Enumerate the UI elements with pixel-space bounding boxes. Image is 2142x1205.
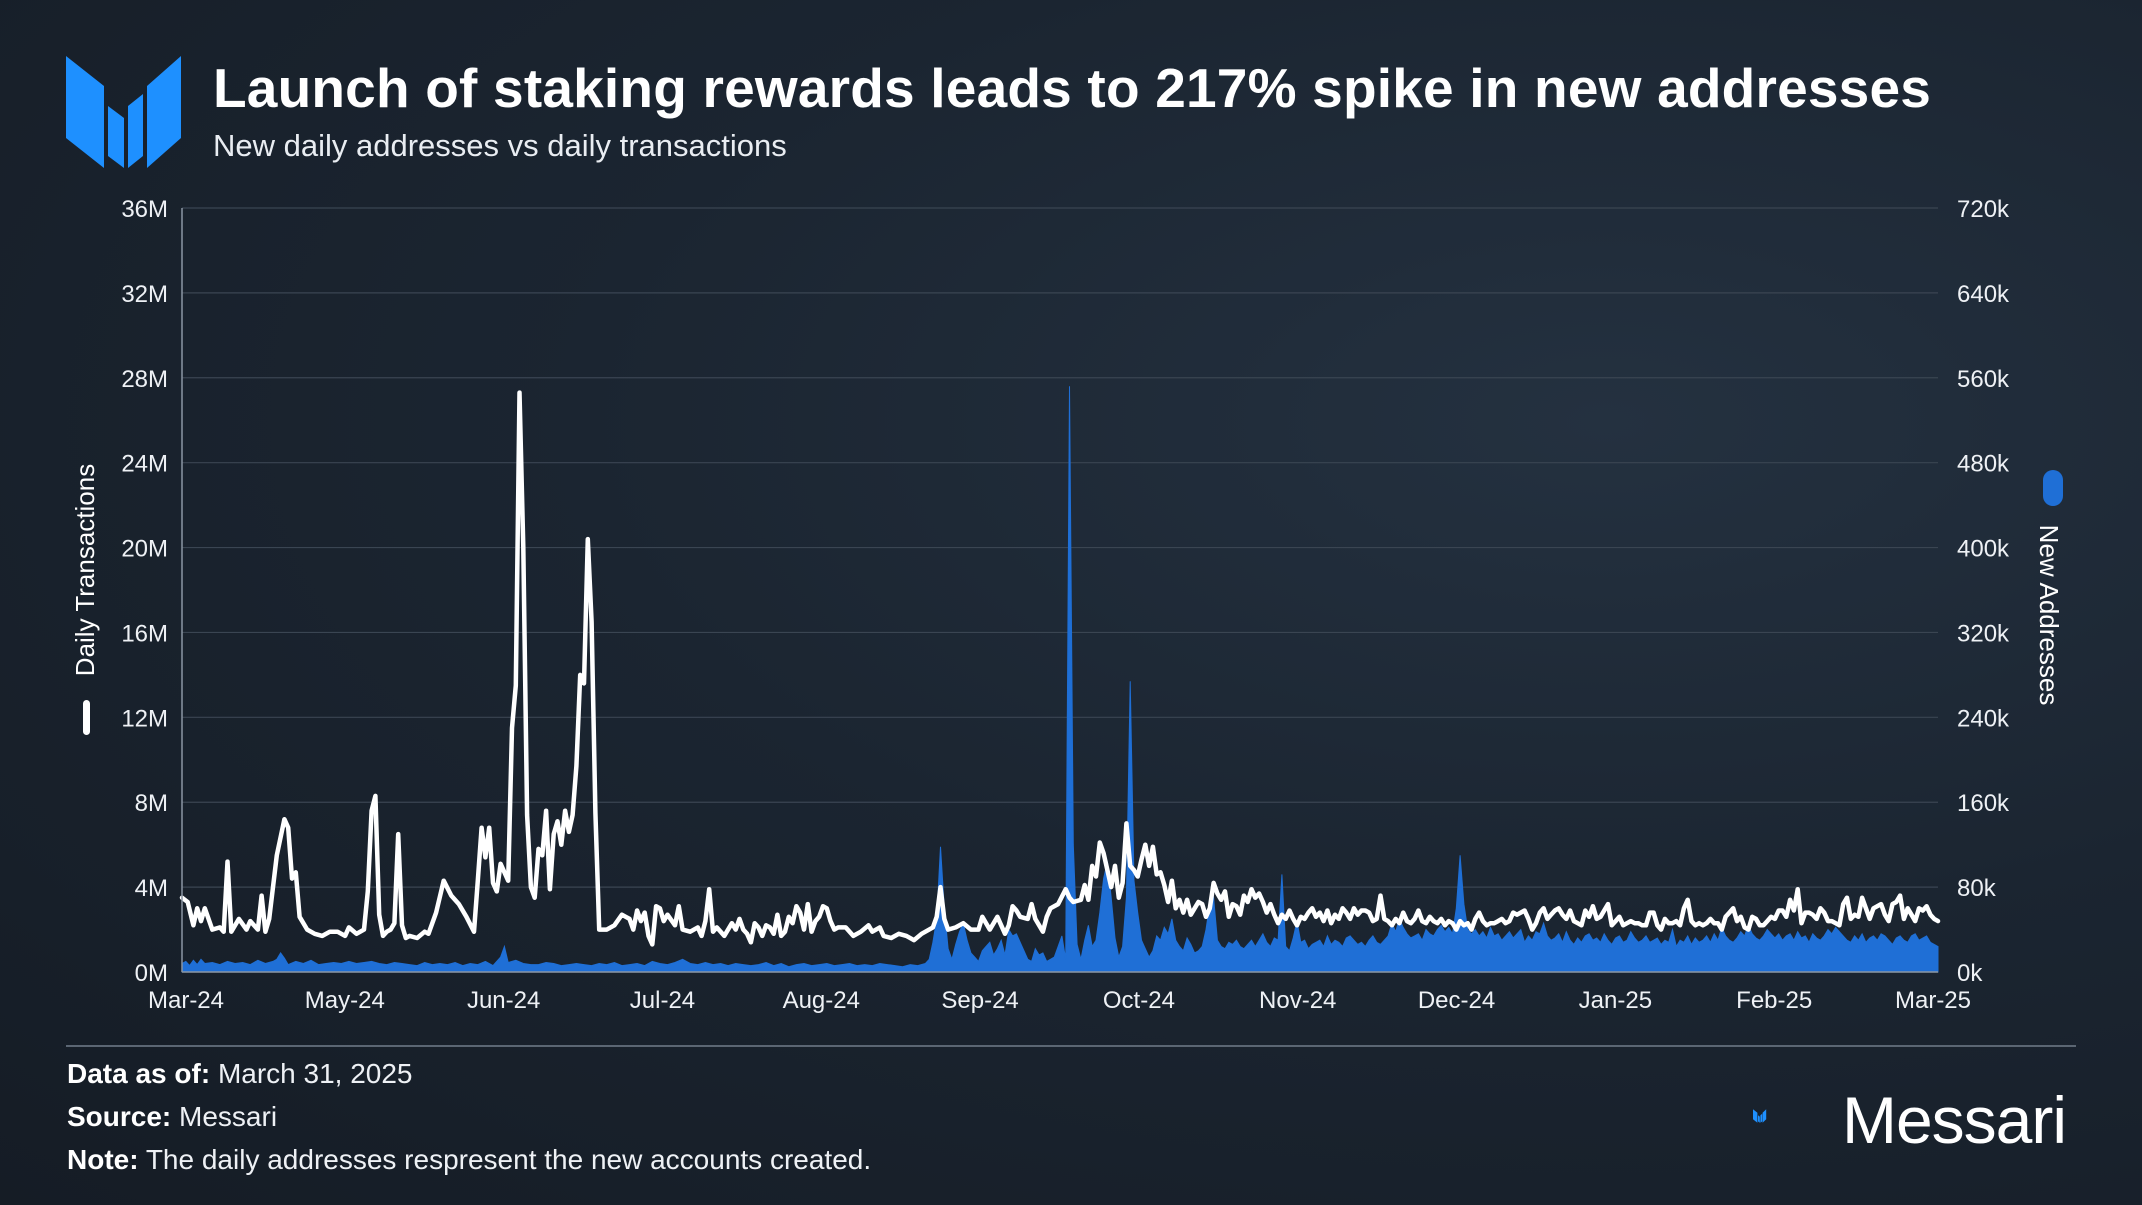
x-tick-label: Nov-24 bbox=[1259, 987, 1336, 1014]
grid-lines bbox=[182, 207, 1938, 973]
x-tick-label: Jan-25 bbox=[1579, 987, 1652, 1014]
y-right-tick-label: 240k bbox=[1957, 705, 2010, 732]
x-tick-label: Mar-25 bbox=[1895, 987, 1971, 1014]
daily-transactions-line bbox=[179, 390, 1941, 947]
y-left-tick-label: 12M bbox=[121, 705, 168, 732]
y-left-tick-label: 16M bbox=[121, 620, 168, 647]
x-ticks: Mar-24 May-24 Jun-24 Jul-24 Aug-24 Sep-24 Oct-… bbox=[148, 987, 1971, 1014]
source-label: Source: bbox=[67, 1101, 172, 1132]
y-right-tick-label: 320k bbox=[1957, 620, 2010, 647]
x-tick-label: Oct-24 bbox=[1103, 987, 1175, 1014]
y-left-axis-title: Daily Transactions bbox=[70, 464, 100, 676]
y-right-axis-title: New Addresses bbox=[2034, 525, 2064, 706]
x-tick-label: Jun-24 bbox=[467, 987, 540, 1014]
footer-data-as-of: Data as of: March 31, 2025 bbox=[67, 1058, 413, 1090]
chart-subtitle: New daily addresses vs daily transaction… bbox=[213, 128, 787, 163]
daily-transactions-series bbox=[179, 390, 1941, 947]
messari-logo-icon bbox=[66, 56, 181, 168]
x-tick-label: May-24 bbox=[305, 987, 385, 1014]
data-as-of-label: Data as of: bbox=[67, 1058, 211, 1089]
y-left-tick-label: 0M bbox=[135, 960, 168, 987]
data-as-of-value: March 31, 2025 bbox=[217, 1058, 413, 1089]
y-left-tick-label: 24M bbox=[121, 451, 168, 478]
source-value: Messari bbox=[179, 1101, 278, 1132]
y-left-tick-label: 4M bbox=[135, 875, 168, 902]
chart-title: Launch of staking rewards leads to 217% … bbox=[213, 57, 1932, 119]
footer-divider bbox=[66, 1045, 2076, 1047]
x-tick-label: Feb-25 bbox=[1736, 987, 1812, 1014]
axis-titles: Daily Transactions New Addresses bbox=[70, 464, 2064, 735]
new-addresses-area bbox=[181, 386, 1939, 973]
axes bbox=[181, 208, 1938, 973]
y-right-tick-label: 80k bbox=[1957, 875, 1997, 902]
y-left-tick-label: 36M bbox=[121, 196, 168, 223]
new-addresses-series bbox=[181, 386, 1939, 973]
x-tick-label: Sep-24 bbox=[941, 987, 1018, 1014]
y-right-ticks: 0k 80k 160k 240k 320k 400k 480k 560k 640k 720k bbox=[1957, 196, 2010, 987]
messari-brand-icon bbox=[1753, 1109, 1767, 1123]
y-right-tick-label: 720k bbox=[1957, 196, 2010, 223]
y-left-tick-label: 8M bbox=[135, 790, 168, 817]
x-tick-label: Dec-24 bbox=[1418, 987, 1495, 1014]
y-right-tick-label: 640k bbox=[1957, 281, 2010, 308]
note-label: Note: bbox=[67, 1144, 139, 1175]
y-right-tick-label: 480k bbox=[1957, 451, 2010, 478]
y-right-tick-label: 400k bbox=[1957, 536, 2010, 563]
y-left-tick-label: 32M bbox=[121, 281, 168, 308]
note-value: The daily addresses respresent the new a… bbox=[145, 1144, 872, 1175]
transactions-legend-marker bbox=[83, 700, 90, 735]
footer-note: Note: The daily addresses respresent the… bbox=[67, 1144, 871, 1176]
y-left-tick-label: 20M bbox=[121, 536, 168, 563]
new-addresses-legend-marker bbox=[2043, 470, 2063, 506]
x-tick-label: Mar-24 bbox=[148, 987, 224, 1014]
brand-name: Messari bbox=[1842, 1083, 2067, 1157]
y-left-tick-label: 28M bbox=[121, 366, 168, 393]
y-right-tick-label: 160k bbox=[1957, 790, 2010, 817]
y-left-ticks: 0M 4M 8M 12M 16M 20M 24M 28M 32M 36M bbox=[121, 196, 168, 987]
footer-source: Source: Messari bbox=[67, 1101, 277, 1133]
chart: 0M 4M 8M 12M 16M 20M 24M 28M 32M 36M 0k 80k 160k 240… bbox=[70, 196, 2064, 1014]
y-right-tick-label: 0k bbox=[1957, 960, 1983, 987]
y-right-tick-label: 560k bbox=[1957, 366, 2010, 393]
x-tick-label: Jul-24 bbox=[630, 987, 695, 1014]
x-tick-label: Aug-24 bbox=[783, 987, 860, 1014]
